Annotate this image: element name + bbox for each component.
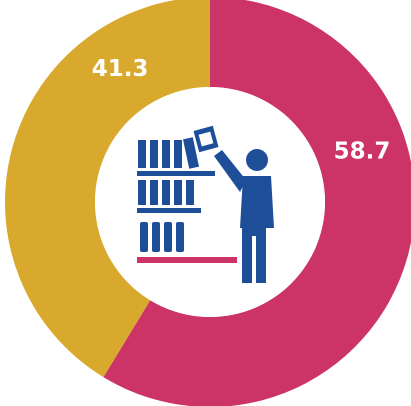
donut-slice: [5, 0, 210, 378]
donut-slices: [5, 0, 411, 406]
person-stocking-shelves-icon: [137, 125, 274, 283]
slice-value-label: 41.3: [92, 56, 149, 82]
slice-value-label: 58.7: [334, 139, 391, 165]
donut-slice: [103, 0, 411, 406]
donut-hole: [95, 87, 325, 317]
